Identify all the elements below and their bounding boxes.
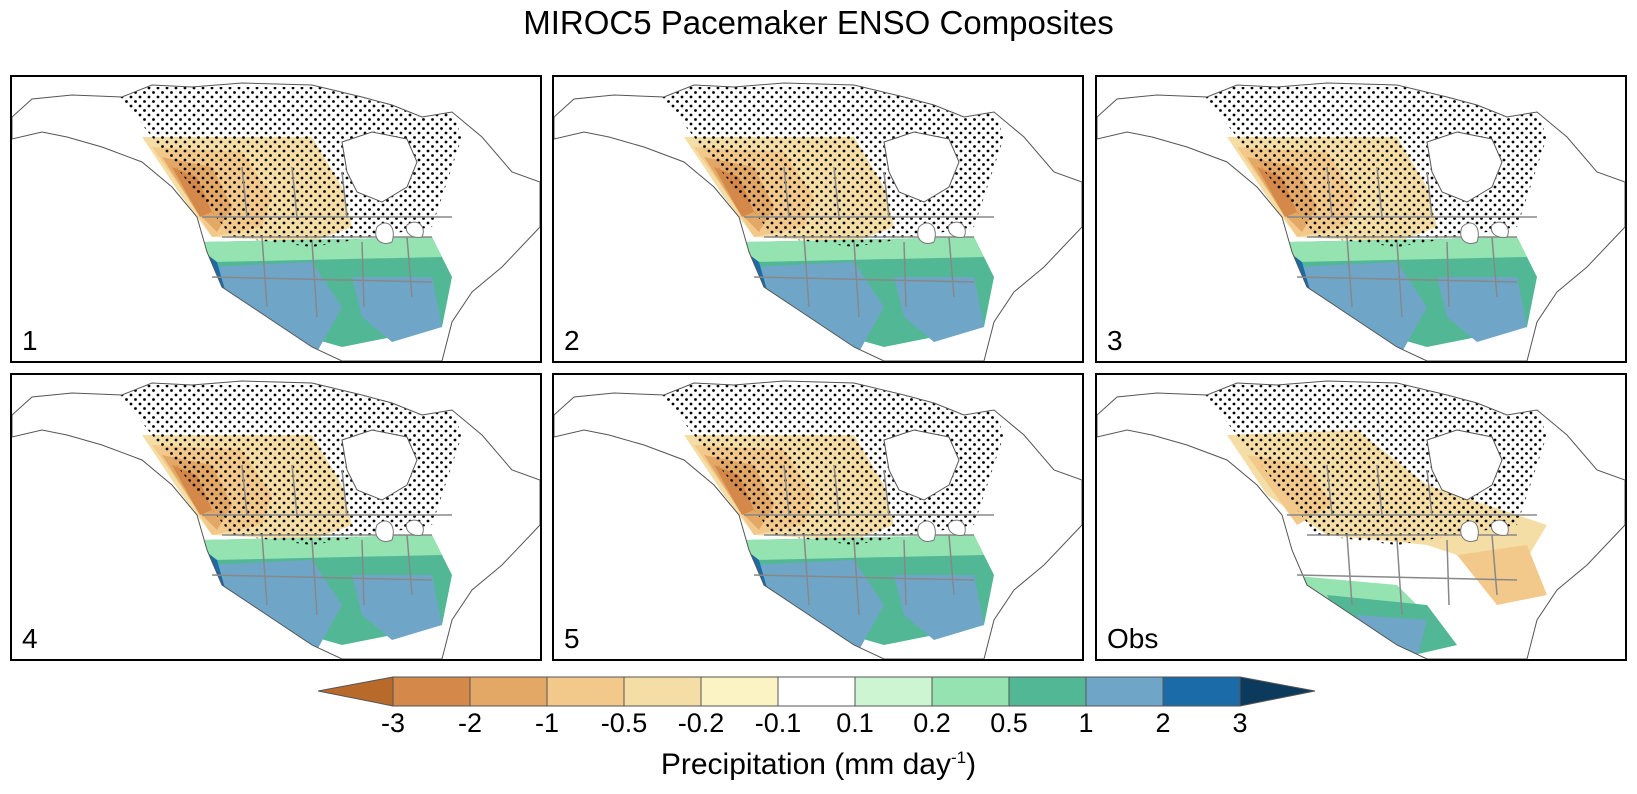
precip-anomaly-region: [894, 277, 984, 342]
precip-anomaly-region: [352, 575, 442, 640]
colorbar-tick-label: 2: [1155, 708, 1171, 738]
coastline: [12, 82, 540, 361]
great-lakes: [375, 221, 424, 244]
precip-anomaly-region: [1437, 277, 1527, 342]
map-fill-layer: [1197, 385, 1547, 659]
significance-stipple: [654, 87, 1004, 247]
significance-stipple: [112, 87, 462, 247]
colorbar-label-main: Precipitation (mm day: [660, 748, 951, 781]
panel-label: 4: [22, 623, 38, 654]
great-lakes: [375, 519, 424, 542]
hudson-bay: [1426, 429, 1503, 501]
colorbar-bin: [1085, 676, 1164, 707]
colorbar-label: Precipitation (mm day-1): [0, 748, 1637, 782]
colorbar-arrow-high: [1239, 676, 1316, 707]
precip-map: [554, 82, 1082, 361]
precip-anomaly-region: [207, 560, 342, 659]
colorbar-arrow-low: [318, 676, 394, 707]
panel-label: 5: [564, 623, 580, 654]
colorbar-tick-label: 3: [1232, 708, 1248, 738]
map-panel-5: 5: [552, 373, 1084, 661]
colorbar-tick-label: -1: [534, 708, 560, 738]
colorbar-tick-label: 0.1: [836, 708, 874, 738]
colorbar-tick-label: 1: [1078, 708, 1094, 738]
map-panel-1: 1: [10, 75, 542, 363]
colorbar-bin: [469, 676, 548, 707]
colorbar-bin: [854, 676, 933, 707]
colorbar-tick-label: -3: [380, 708, 406, 738]
panel-label: 3: [1107, 325, 1123, 356]
colorbar-bin: [931, 676, 1010, 707]
precip-anomaly-region: [172, 167, 212, 217]
state-borders: [744, 464, 994, 616]
great-lakes: [917, 221, 966, 244]
map-panel-2: 2: [552, 75, 1084, 363]
state-borders: [202, 464, 452, 616]
precip-anomaly-region: [749, 560, 884, 659]
colorbar-tick-label: 0.2: [913, 708, 951, 738]
great-lakes: [917, 519, 966, 542]
figure-title: MIROC5 Pacemaker ENSO Composites: [523, 4, 1114, 41]
significance-stipple: [1197, 87, 1547, 247]
precip-anomaly-region: [172, 465, 212, 515]
map-panel-obs: Obs: [1095, 373, 1627, 661]
colorbar-tick-label: -0.1: [754, 708, 802, 738]
coastline: [12, 380, 540, 659]
map-fill-layer: [112, 87, 462, 361]
precip-anomaly-region: [749, 262, 884, 361]
precip-anomaly-region: [207, 262, 342, 361]
precip-map: [554, 380, 1082, 659]
precip-anomaly-region: [1257, 167, 1297, 217]
colorbar-bin: [623, 676, 702, 707]
precip-map: [12, 380, 540, 659]
colorbar-bin: [546, 676, 625, 707]
colorbar-bin: [1162, 676, 1241, 707]
colorbar-bin: [1008, 676, 1087, 707]
precip-anomaly-region: [714, 465, 754, 515]
precip-anomaly-region: [352, 277, 442, 342]
colorbar-bin: [777, 676, 856, 707]
significance-stipple: [1197, 385, 1547, 545]
hudson-bay: [341, 131, 418, 203]
hudson-bay: [1426, 131, 1503, 203]
hudson-bay: [883, 429, 960, 501]
colorbar-bin: [700, 676, 779, 707]
colorbar-label-sup: -1: [950, 748, 967, 767]
coastline: [554, 82, 1082, 361]
precip-anomaly-region: [1457, 545, 1547, 605]
colorbar-tick-label: -0.5: [600, 708, 648, 738]
colorbar-label-end: ): [966, 748, 977, 781]
state-borders: [202, 166, 452, 318]
great-lakes: [1460, 221, 1509, 244]
colorbar-tick-label: 0.5: [990, 708, 1028, 738]
precip-anomaly-region: [894, 575, 984, 640]
hudson-bay: [883, 131, 960, 203]
hudson-bay: [341, 429, 418, 501]
coastline: [1097, 380, 1625, 659]
panel-label: Obs: [1107, 623, 1159, 654]
panel-label: 2: [564, 325, 580, 356]
precip-map: [1097, 380, 1625, 659]
colorbar-tick-label: -2: [457, 708, 483, 738]
precip-anomaly-region: [1357, 615, 1427, 659]
colorbar-bin: [392, 676, 471, 707]
state-borders: [1287, 166, 1537, 318]
great-lakes: [1460, 519, 1509, 542]
precip-anomaly-region: [714, 167, 754, 217]
coastline: [554, 380, 1082, 659]
map-panel-3: 3: [1095, 75, 1627, 363]
colorbar-tick-label: -0.2: [677, 708, 725, 738]
precip-map: [12, 82, 540, 361]
precip-map: [1097, 82, 1625, 361]
map-panel-4: 4: [10, 373, 542, 661]
colorbar: [318, 676, 1316, 707]
significance-stipple: [112, 385, 462, 545]
precip-anomaly-region: [1292, 262, 1427, 361]
state-borders: [1287, 464, 1537, 616]
coastline: [1097, 82, 1625, 361]
colorbar-ticks: -3 -2 -1 -0.5 -0.2 -0.1 0.1 0.2 0.5 1 2 3: [0, 708, 1637, 744]
panel-label: 1: [22, 325, 38, 356]
significance-stipple: [654, 385, 1004, 545]
state-borders: [744, 166, 994, 318]
